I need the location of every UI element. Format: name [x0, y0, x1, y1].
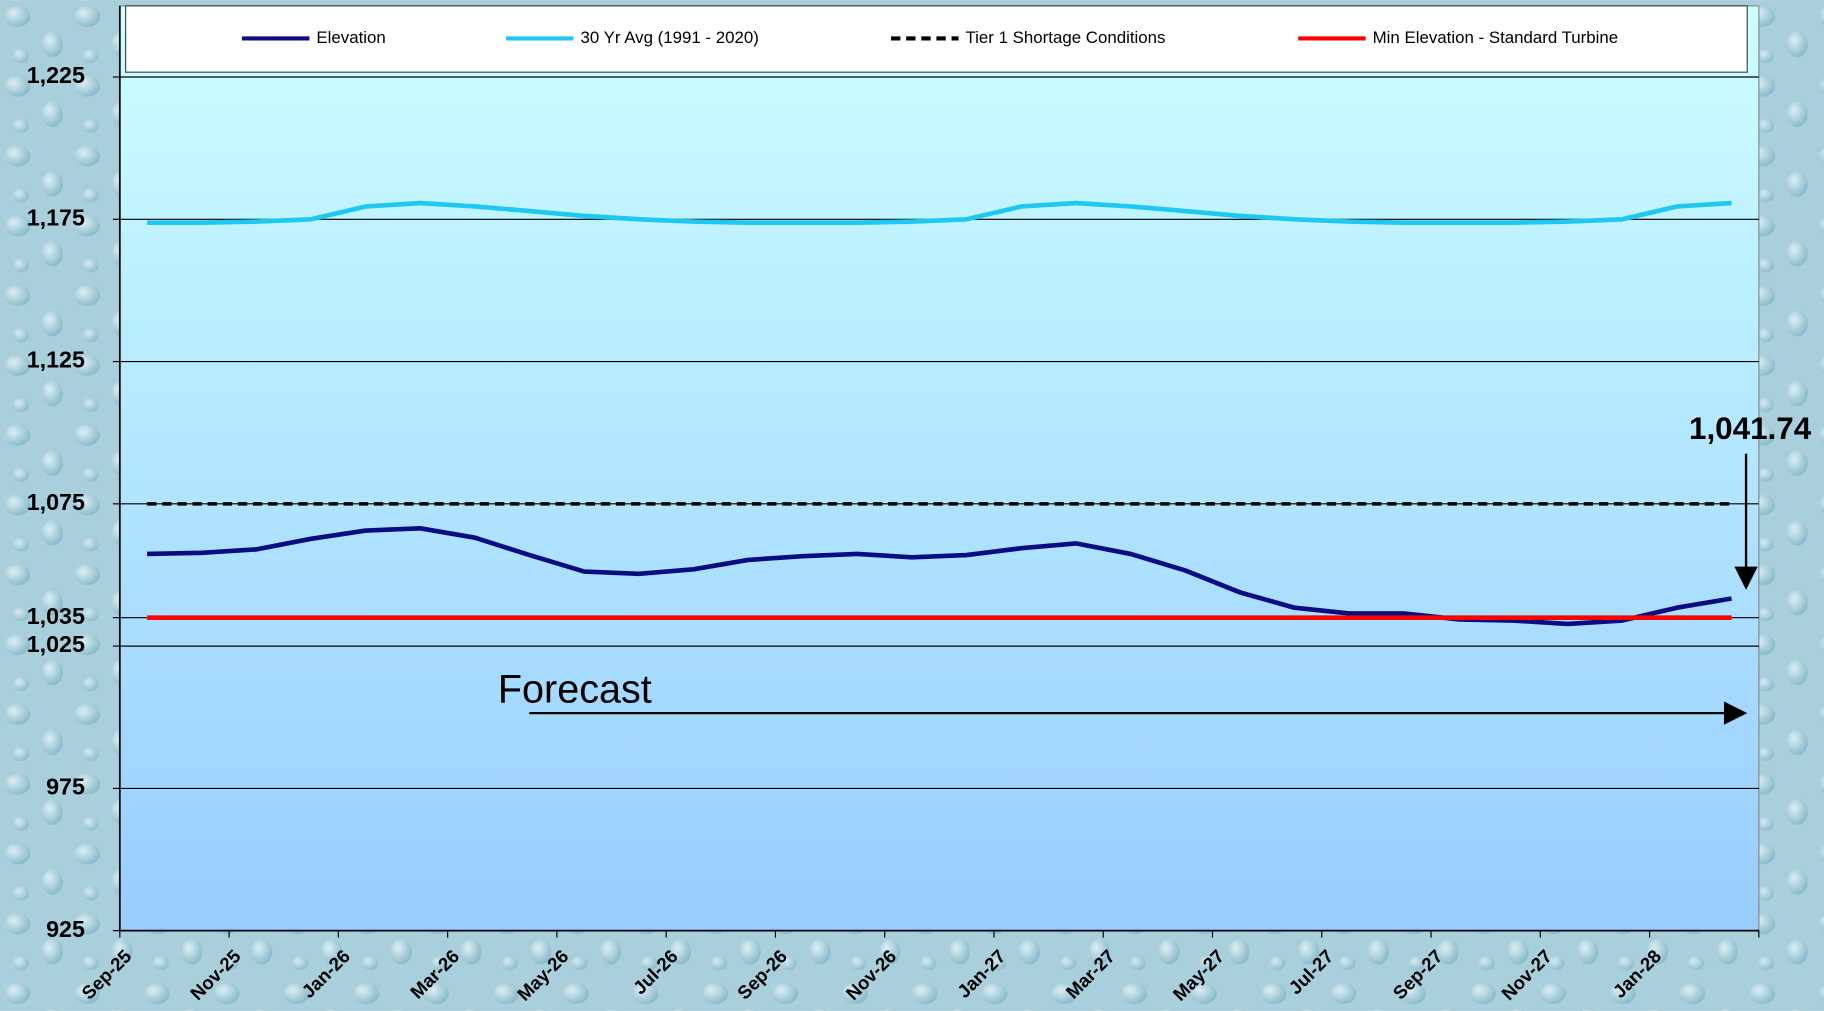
y-tick-label: 1,025 [27, 631, 85, 657]
y-tick-label: 1,225 [27, 62, 85, 88]
y-tick-label: 1,075 [27, 489, 85, 515]
page: {"chart_data": { "type": "line", "catego… [0, 0, 1824, 1011]
y-tick-label: 1,125 [27, 347, 85, 373]
value-annotation: 1,041.74 [1689, 411, 1812, 446]
y-tick-label: 1,175 [27, 204, 85, 230]
y-tick-label: 975 [46, 774, 85, 800]
chart: 1,041.74 Forecast 925 975 1,0251,035 1,075 1… [0, 0, 1824, 1011]
legend-label: Elevation [316, 28, 385, 47]
y-tick-label: 1,035 [27, 603, 85, 629]
plot-area [120, 6, 1759, 931]
forecast-label: Forecast [498, 668, 652, 712]
y-tick-label: 925 [46, 916, 85, 942]
legend-label: Min Elevation - Standard Turbine [1373, 28, 1619, 47]
legend-label: Tier 1 Shortage Conditions [966, 28, 1166, 47]
legend-label: 30 Yr Avg (1991 - 2020) [580, 28, 758, 47]
